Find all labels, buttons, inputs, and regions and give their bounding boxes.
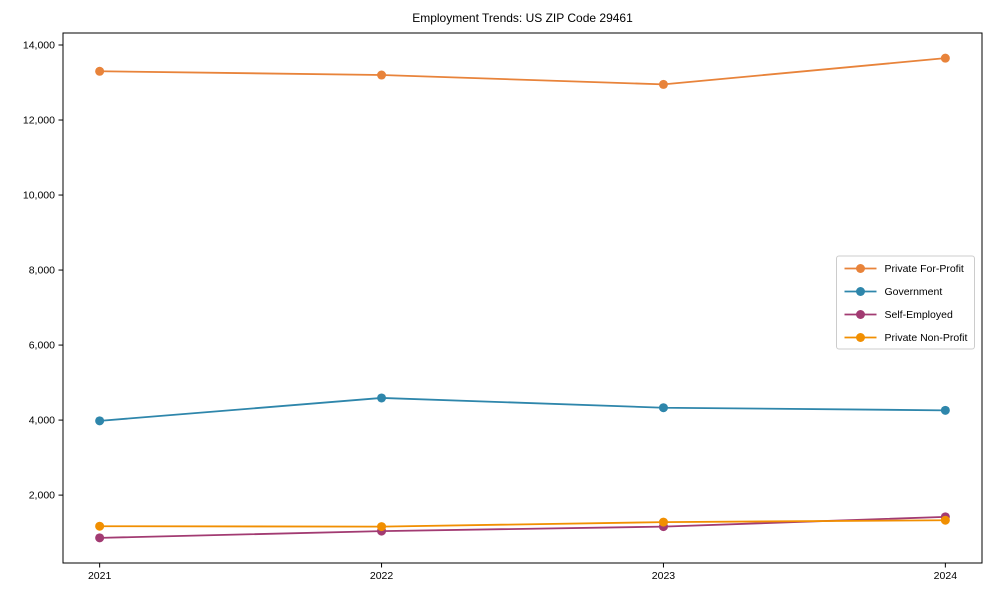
x-tick-label: 2024 <box>934 570 958 582</box>
data-point-marker <box>940 405 950 415</box>
x-tick-label: 2022 <box>370 570 394 582</box>
data-point-marker <box>658 79 668 89</box>
series-line <box>99 397 946 422</box>
legend-marker <box>856 310 865 319</box>
legend-marker <box>856 287 865 296</box>
legend-label: Self-Employed <box>885 309 953 321</box>
chart-title: Employment Trends: US ZIP Code 29461 <box>412 11 633 25</box>
legend-label: Private For-Profit <box>885 263 964 275</box>
series-line <box>99 57 946 86</box>
x-tick-label: 2021 <box>88 570 112 582</box>
y-tick-label: 8,000 <box>29 265 55 277</box>
legend-label: Private Non-Profit <box>885 332 968 344</box>
legend-marker <box>856 333 865 342</box>
legend-marker <box>856 264 865 273</box>
data-point-marker <box>377 70 387 80</box>
series-line <box>99 519 946 528</box>
legend-box <box>836 255 975 350</box>
y-tick-label: 14,000 <box>23 40 55 52</box>
data-point-marker <box>95 521 105 531</box>
data-point-marker <box>377 393 387 403</box>
x-tick-label: 2023 <box>652 570 676 582</box>
data-point-marker <box>658 403 668 413</box>
data-point-marker <box>940 515 950 525</box>
y-tick-label: 6,000 <box>29 340 55 352</box>
data-point-marker <box>377 522 387 532</box>
data-point-marker <box>95 66 105 76</box>
y-tick-label: 2,000 <box>29 490 55 502</box>
y-tick-label: 4,000 <box>29 415 55 427</box>
plot-border <box>62 32 983 564</box>
legend-label: Government <box>885 286 943 298</box>
y-tick-label: 12,000 <box>23 115 55 127</box>
series-line <box>99 515 946 539</box>
y-tick-label: 10,000 <box>23 190 55 202</box>
data-point-marker <box>95 416 105 426</box>
data-point-marker <box>658 517 668 527</box>
data-point-marker <box>940 53 950 63</box>
data-point-marker <box>95 533 105 543</box>
